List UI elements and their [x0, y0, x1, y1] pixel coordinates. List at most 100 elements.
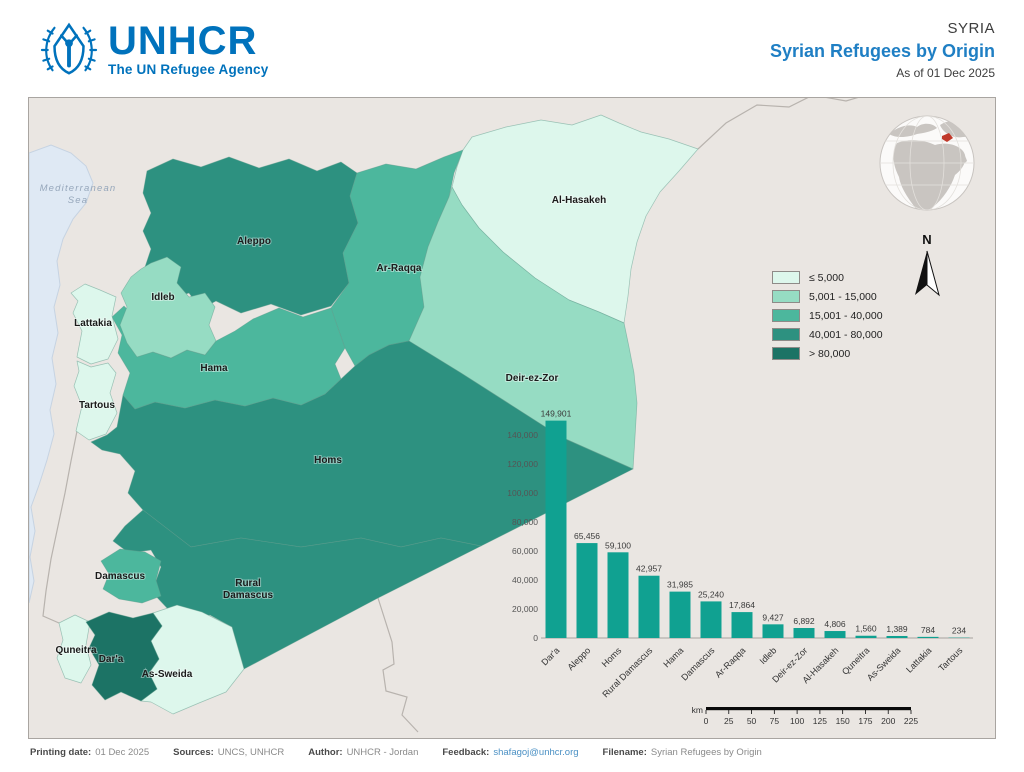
bar-value-label: 6,892	[793, 616, 815, 626]
footer-item-label: Printing date:	[30, 747, 92, 758]
bar-Al-Hasakeh	[824, 631, 846, 638]
y-axis-tick: 20,000	[512, 604, 538, 614]
legend-label: ≤ 5,000	[809, 271, 844, 284]
footer-item-value: 01 Dec 2025	[95, 747, 150, 758]
region-label-idleb: Idleb	[151, 292, 174, 303]
bar-value-label: 149,901	[541, 409, 572, 419]
scale-tick-label: 150	[836, 716, 850, 726]
bar-category-label: Damascus	[679, 645, 716, 682]
footer-item: Filename: Syrian Refugees by Origin	[603, 747, 762, 758]
y-axis-tick: 80,000	[512, 517, 538, 527]
legend-item: ≤ 5,000	[772, 271, 883, 284]
footer-item: Feedback: shafagoj@unhcr.org	[442, 747, 578, 758]
bar-category-label: As-Sweida	[865, 645, 902, 682]
bar-value-label: 784	[921, 625, 935, 635]
region-label-tartous: Tartous	[79, 400, 115, 411]
syria-locator-marker	[942, 133, 953, 142]
sea-label: Sea	[68, 195, 89, 206]
bar-category-label: Hama	[661, 645, 685, 669]
map-region-tartous	[73, 360, 118, 441]
unhcr-emblem-icon	[40, 22, 98, 75]
region-label-as_sweida: As-Sweida	[142, 669, 193, 680]
legend-label: > 80,000	[809, 347, 851, 360]
bar-value-label: 9,427	[762, 612, 784, 622]
bar-category-label: Quneitra	[840, 645, 871, 676]
map-regions-layer	[56, 114, 699, 715]
legend-swatch	[772, 309, 800, 322]
country-label: SYRIA	[947, 20, 995, 37]
map-labels-layer: Aleppo Ar-Raqqa Al-Hasakeh Deir-ez-Zor Homs H…	[54, 194, 607, 681]
scale-tick-label: 0	[704, 716, 709, 726]
map-panel: Mediterranean Sea Aleppo Ar-Raqqa Al-Hasake…	[28, 97, 996, 739]
footer-item-label: Feedback:	[442, 747, 490, 758]
bar-Lattakia	[917, 636, 939, 638]
neighbour-border-line	[697, 98, 859, 150]
map-region-dara	[85, 611, 163, 702]
scale-bar: km0 25 50 75 100 125 150 175 200 225	[692, 705, 919, 726]
bar-As-Sweida	[886, 635, 908, 638]
legend-item: > 80,000	[772, 347, 883, 360]
legend-swatch	[772, 271, 800, 284]
unhcr-logo: UNHCR The UN Refugee Agency	[40, 21, 268, 79]
footer-item-value: shafagoj@unhcr.org	[493, 747, 579, 758]
map-region-idleb	[119, 256, 217, 359]
scale-tick-label: 75	[770, 716, 780, 726]
footer-item: Sources: UNCS, UNHCR	[173, 747, 284, 758]
legend-swatch	[772, 290, 800, 303]
footer-item-label: Filename:	[602, 747, 647, 758]
legend-label: 15,001 - 40,000	[809, 309, 883, 322]
map-region-damascus	[100, 548, 162, 604]
legend-swatch	[772, 328, 800, 341]
region-label-damascus: Damascus	[95, 571, 145, 582]
bar-category-label: Aleppo	[566, 645, 593, 672]
region-label-al_hasakeh: Al-Hasakeh	[552, 195, 606, 206]
footer-item: Author: UNHCR - Jordan	[308, 747, 418, 758]
bar-value-label: 59,100	[605, 540, 631, 550]
bar-category-label: Tartous	[936, 645, 964, 673]
y-axis-tick: 140,000	[507, 430, 538, 440]
region-label-rural_damascus: Rural Damascus	[223, 578, 273, 601]
org-name: UNHCR	[108, 19, 258, 63]
footer-item-label: Author:	[308, 747, 343, 758]
scale-unit-label: km	[692, 705, 703, 715]
region-label-hama: Hama	[200, 363, 228, 374]
region-label-deir_ez_zor: Deir-ez-Zor	[506, 373, 559, 384]
bar-value-label: 25,240	[698, 589, 724, 599]
north-label: N	[922, 232, 931, 247]
map-region-deir_ez_zor	[408, 186, 638, 470]
page-title: Syrian Refugees by Origin	[769, 41, 995, 61]
bar-value-label: 65,456	[574, 531, 600, 541]
sea-label: Mediterranean	[40, 183, 117, 194]
bar-Deir-ez-Zor	[793, 628, 815, 638]
neighbour-border-line	[42, 430, 78, 624]
bar-category-label: Idleb	[758, 645, 779, 666]
region-label-lattakia: Lattakia	[74, 318, 112, 329]
map-region-aleppo	[142, 156, 359, 316]
bar-Idleb	[762, 624, 784, 638]
header: UNHCR The UN Refugee Agency SYRIA Syrian…	[0, 0, 1024, 97]
scale-tick-label: 125	[813, 716, 827, 726]
legend-label: 40,001 - 80,000	[809, 328, 883, 341]
scale-tick-label: 25	[724, 716, 734, 726]
scale-tick-label: 175	[858, 716, 872, 726]
mediterranean-sea	[29, 144, 94, 604]
neighbour-border-line	[377, 597, 419, 733]
bar-Ar-Raqqa	[731, 612, 753, 638]
legend-swatch	[772, 347, 800, 360]
bar-Aleppo	[576, 543, 598, 638]
bar-Hama	[669, 591, 691, 638]
map-legend: ≤ 5,000 5,001 - 15,000 15,001 - 40,000 40,0…	[772, 271, 883, 366]
globe-inset	[879, 115, 975, 211]
scale-tick-label: 100	[790, 716, 804, 726]
legend-item: 5,001 - 15,000	[772, 290, 883, 303]
bar-category-label: Homs	[600, 645, 624, 669]
footer-item-label: Sources:	[173, 747, 214, 758]
bar-Homs	[607, 552, 629, 638]
bar-category-label: Dar'a	[539, 645, 561, 667]
bar-Damascus	[700, 601, 722, 638]
bar-value-label: 42,957	[636, 564, 662, 574]
bar-Dar'a	[545, 420, 567, 638]
